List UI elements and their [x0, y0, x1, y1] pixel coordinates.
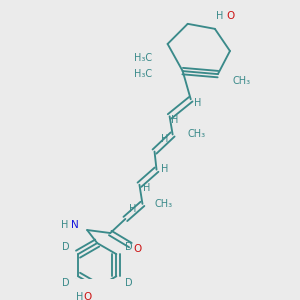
Text: D: D: [125, 278, 132, 288]
Text: D: D: [125, 242, 132, 252]
Text: N: N: [71, 220, 79, 230]
Text: H₃C: H₃C: [134, 69, 152, 79]
Text: H: H: [161, 134, 168, 145]
Text: H: H: [171, 116, 178, 125]
Text: H: H: [161, 164, 168, 174]
Text: O: O: [227, 11, 235, 21]
Text: CH₃: CH₃: [233, 76, 251, 86]
Text: CH₃: CH₃: [154, 199, 173, 209]
Text: H: H: [194, 98, 202, 108]
Text: H₃C: H₃C: [134, 53, 152, 63]
Text: H: H: [216, 11, 224, 21]
Text: D: D: [62, 242, 70, 252]
Text: O: O: [133, 244, 142, 254]
Text: D: D: [62, 278, 70, 288]
Text: H: H: [143, 183, 150, 193]
Text: H: H: [129, 204, 136, 214]
Text: CH₃: CH₃: [188, 130, 206, 140]
Text: H: H: [76, 292, 83, 300]
Text: H: H: [61, 220, 69, 230]
Text: O: O: [83, 292, 91, 300]
